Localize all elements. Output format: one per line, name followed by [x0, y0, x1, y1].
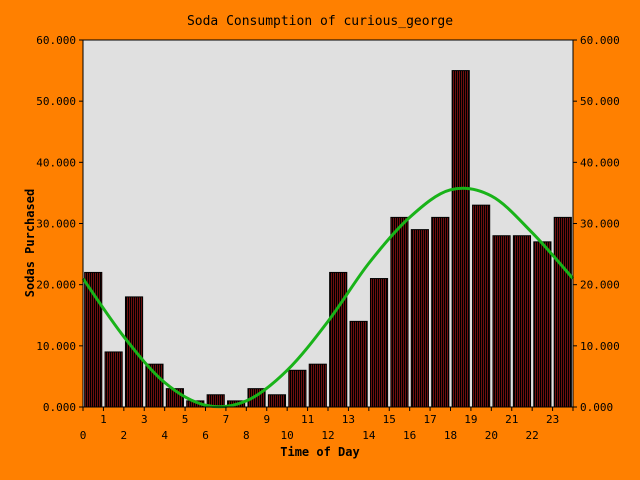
x-tick-label: 11	[301, 413, 314, 426]
x-tick-label: 15	[383, 413, 396, 426]
x-tick-label: 20	[485, 429, 498, 442]
y-tick-label-left: 60.000	[36, 34, 76, 47]
x-tick-label: 9	[263, 413, 270, 426]
x-tick-label: 13	[342, 413, 355, 426]
x-axis-label: Time of Day	[280, 445, 359, 459]
y-tick-label-right: 30.000	[580, 218, 620, 231]
x-axis-ticks: 1 3 5 7 9 11 13 15 17 19 21 230 2 4 6 8 10 12 14 16 18 20 22	[80, 407, 574, 442]
x-tick-label: 8	[243, 429, 250, 442]
chart-title: Soda Consumption of curious_george	[187, 14, 453, 29]
y-tick-label-left: 40.000	[36, 156, 76, 169]
y-tick-label-left: 50.000	[36, 95, 76, 108]
x-tick-label: 17	[423, 413, 436, 426]
x-tick-label: 19	[464, 413, 477, 426]
y-tick-label-left: 30.000	[36, 218, 76, 231]
y-tick-label-left: 20.000	[36, 279, 76, 292]
x-tick-label: 23	[546, 413, 559, 426]
x-tick-label: 16	[403, 429, 416, 442]
bar-12	[329, 271, 348, 408]
x-tick-label: 10	[281, 429, 294, 442]
y-axis-right-ticks: 0.000 10.000 20.000 30.000 40.000 50.000 60.00…	[573, 34, 620, 414]
bar-19	[472, 204, 491, 408]
x-tick-label: 1	[100, 413, 107, 426]
x-tick-label: 2	[121, 429, 128, 442]
bar-18	[451, 70, 470, 408]
y-tick-label-right: 10.000	[580, 340, 620, 353]
x-tick-label: 0	[80, 429, 87, 442]
bar-1	[104, 351, 123, 408]
bar-15	[390, 216, 409, 408]
bar-9	[267, 394, 287, 408]
x-tick-label: 22	[526, 429, 539, 442]
x-tick-label: 12	[321, 429, 334, 442]
bar-2	[124, 296, 144, 408]
x-tick-label: 4	[161, 429, 168, 442]
x-tick-label: 3	[141, 413, 148, 426]
y-tick-label-right: 60.000	[580, 34, 620, 47]
y-tick-label-right: 20.000	[580, 279, 620, 292]
y-tick-label-right: 40.000	[580, 156, 620, 169]
bar-17	[431, 216, 450, 408]
y-tick-label-right: 0.000	[580, 401, 613, 414]
x-tick-label: 6	[202, 429, 209, 442]
trend-curve	[81, 186, 575, 409]
y-axis-left-ticks: 0.000 10.000 20.000 30.000 40.000 50.000 60.00…	[36, 34, 83, 414]
bar-14	[369, 278, 389, 408]
bar-23	[553, 216, 572, 408]
bar-13	[349, 320, 368, 408]
bar-21	[512, 235, 532, 408]
x-tick-label: 18	[444, 429, 457, 442]
y-tick-label-left: 10.000	[36, 340, 76, 353]
y-tick-label-left: 0.000	[43, 401, 76, 414]
bar-16	[410, 229, 429, 408]
y-tick-label-right: 50.000	[580, 95, 620, 108]
y-axis-label: Sodas Purchased	[23, 189, 37, 297]
plot-area	[83, 40, 573, 407]
x-tick-label: 21	[505, 413, 518, 426]
x-tick-label: 14	[362, 429, 376, 442]
bar-10	[288, 369, 307, 408]
bar-22	[533, 241, 552, 408]
x-tick-label: 5	[182, 413, 189, 426]
x-tick-label: 7	[223, 413, 230, 426]
bar-11	[308, 363, 327, 408]
bar-20	[492, 235, 511, 408]
bar-3	[145, 363, 164, 408]
